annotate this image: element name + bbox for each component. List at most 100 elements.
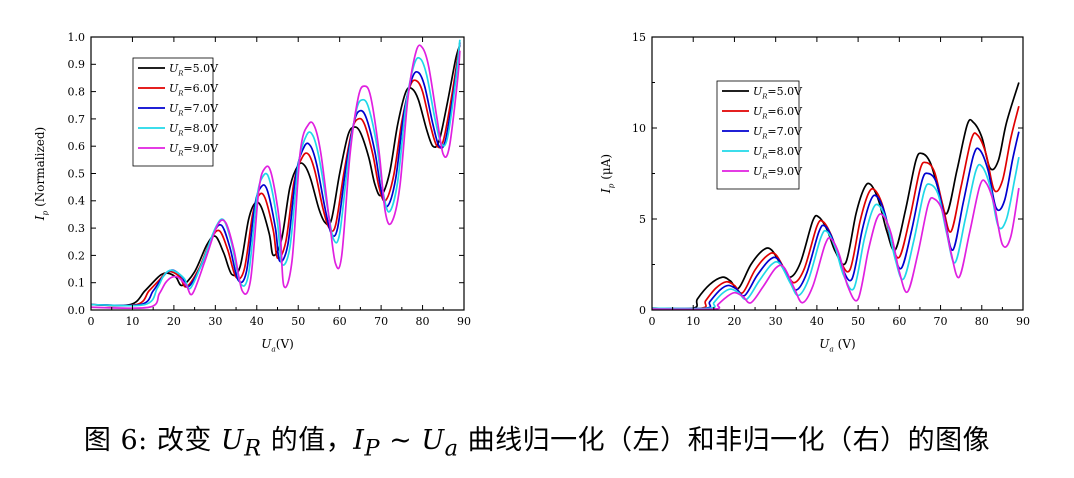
x-tick-label-6: 60 [892, 315, 906, 328]
x-axis-label: Ua (V) [819, 337, 855, 354]
series-line-3 [91, 42, 461, 307]
y-tick-label-1: 5 [639, 213, 646, 226]
caption-mid: 的值， [261, 425, 354, 456]
legend-label-2: UR=6.0V [753, 105, 803, 120]
series-line-5 [652, 179, 1020, 310]
y-tick-label-6: 0.6 [68, 140, 86, 153]
x-tick-label-3: 30 [208, 315, 222, 328]
y-tick-label-0: 0.0 [68, 304, 86, 317]
legend-label-5-sub: R [177, 149, 183, 157]
x-axis-label-sub: a [829, 345, 833, 354]
y-tick-label-3: 15 [632, 31, 646, 44]
y-axis-label-rest: (Normalized) [33, 127, 47, 211]
x-tick-label-7: 70 [934, 315, 948, 328]
legend-label-2-sub: R [177, 89, 183, 97]
y-tick-label-4: 0.4 [68, 195, 86, 208]
legend-label-1-main: U [169, 62, 179, 75]
legend-label-3-sub: R [761, 132, 767, 140]
y-tick-label-2: 0.2 [68, 249, 86, 262]
x-tick-label-1: 10 [686, 315, 700, 328]
legend-label-5-sub: R [761, 172, 767, 180]
y-tick-label-1: 0.1 [68, 277, 86, 290]
legend-label-4-rest: =8.0V [767, 145, 803, 158]
series-line-1 [652, 82, 1020, 310]
series-line-4 [652, 156, 1020, 310]
legend-label-5-main: U [169, 142, 179, 155]
legend-label-1: UR=5.0V [753, 85, 803, 100]
x-tick-label-4: 40 [250, 315, 264, 328]
legend-label-3-sub: R [177, 109, 183, 117]
caption-i: I [353, 425, 365, 456]
legend-label-3-main: U [169, 102, 179, 115]
legend-label-2-rest: =6.0V [183, 82, 219, 95]
y-axis-label: Ip (μA) [599, 154, 616, 194]
x-axis-label-main: U [261, 337, 272, 351]
legend-label-3-main: U [753, 125, 763, 138]
legend-label-5: UR=9.0V [169, 142, 219, 157]
legend-label-2-rest: =6.0V [767, 105, 803, 118]
legend-label-4: UR=8.0V [169, 122, 219, 137]
y-tick-label-3: 0.3 [68, 222, 86, 235]
x-axis-label-main: U [819, 337, 830, 351]
series-group [91, 39, 461, 310]
y-axis-label-sub: p [41, 210, 50, 215]
legend-label-5-rest: =9.0V [767, 165, 803, 178]
y-axis-label-rest: (μA) [599, 154, 613, 184]
x-tick-label-4: 40 [810, 315, 824, 328]
legend-label-4-sub: R [177, 129, 183, 137]
x-tick-label-7: 70 [374, 315, 388, 328]
legend-label-1-rest: =5.0V [767, 85, 803, 98]
legend-label-3: UR=7.0V [753, 125, 803, 140]
y-axis-label-sub: p [607, 183, 616, 188]
legend-label-2-sub: R [761, 112, 767, 120]
legend-label-3-rest: =7.0V [767, 125, 803, 138]
caption-prefix: 图 6: 改变 [83, 425, 221, 456]
x-axis-label-rest: (V) [834, 337, 856, 351]
caption-a: a [444, 435, 459, 462]
y-tick-label-0: 0 [639, 304, 646, 317]
caption-u2: U [421, 425, 445, 456]
legend-label-3-rest: =7.0V [183, 102, 219, 115]
caption-tilde: ~ [380, 425, 422, 456]
legend-label-1-main: U [753, 85, 763, 98]
legend-label-1-sub: R [761, 92, 767, 100]
x-tick-label-9: 90 [1016, 315, 1030, 328]
x-axis-label-rest: (V) [276, 337, 294, 351]
x-tick-label-6: 60 [333, 315, 347, 328]
plot-frame [651, 36, 1024, 311]
x-tick-label-9: 90 [457, 315, 471, 328]
series-line-3 [652, 131, 1020, 310]
y-axis-label-main: I [599, 188, 613, 194]
caption-u: U [220, 425, 245, 456]
caption-suffix: 曲线归一化（左）和非归一化（右）的图像 [458, 425, 991, 456]
x-axis-label-sub: a [271, 345, 275, 354]
y-tick-label-9: 0.9 [68, 58, 86, 71]
series-group [652, 82, 1020, 310]
caption-p: P [364, 435, 381, 462]
normalized-chart: 0 10 20 30 40 50 60 70 80 90 0.0 0.1 0.2 0.3 0.4 0.5 0.6… [33, 31, 471, 354]
series-line-5 [91, 44, 461, 310]
legend-label-4: UR=8.0V [753, 145, 803, 160]
y-axis-label-main: I [33, 215, 47, 221]
legend-label-1: UR=5.0V [169, 62, 219, 77]
legend-label-5-main: U [753, 165, 763, 178]
y-tick-label-2: 10 [632, 122, 646, 135]
x-tick-label-8: 80 [416, 315, 430, 328]
caption-r: R [244, 435, 262, 462]
legend-label-4-main: U [169, 122, 179, 135]
legend-label-2: UR=6.0V [169, 82, 219, 97]
y-tick-label-5: 0.5 [68, 167, 86, 180]
x-tick-label-0: 0 [649, 315, 656, 328]
legend-label-5-rest: =9.0V [183, 142, 219, 155]
x-tick-label-3: 30 [769, 315, 783, 328]
x-tick-label-0: 0 [88, 315, 95, 328]
figure-caption: 图 6: 改变 UR 的值，IP ~ Ua 曲线归一化（左）和非归一化（右）的图… [0, 418, 1074, 461]
legend-label-3: UR=7.0V [169, 102, 219, 117]
x-tick-label-5: 50 [291, 315, 305, 328]
series-line-2 [652, 105, 1020, 310]
legend-label-2-main: U [169, 82, 179, 95]
x-tick-label-2: 20 [167, 315, 181, 328]
x-axis-label: Ua(V) [261, 337, 294, 354]
y-tick-label-10: 1.0 [68, 31, 86, 44]
